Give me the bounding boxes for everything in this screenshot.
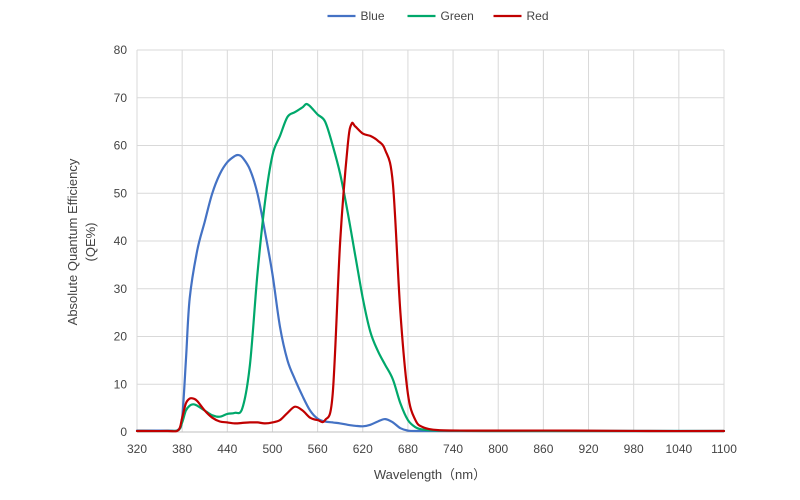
x-tick-label: 560 — [308, 442, 328, 456]
grid — [136, 49, 725, 433]
series-line-blue — [135, 153, 726, 433]
legend-item-green: Green — [407, 9, 474, 23]
legend-label: Red — [527, 9, 549, 23]
series-line-green — [135, 102, 726, 433]
y-tick-label: 60 — [114, 139, 128, 153]
y-axis-title-line-2: (QE%) — [83, 223, 98, 262]
x-tick-label: 800 — [488, 442, 508, 456]
x-tick-label: 860 — [533, 442, 553, 456]
x-tick-label: 680 — [398, 442, 418, 456]
series-line-red — [135, 121, 726, 433]
y-tick-label: 80 — [114, 43, 128, 57]
legend: Blue Green Red — [327, 9, 549, 23]
legend-label: Green — [441, 9, 474, 23]
x-tick-label: 740 — [443, 442, 463, 456]
x-tick-label: 920 — [579, 442, 599, 456]
y-axis-title-line-1: Absolute Quantum Efficiency — [65, 158, 80, 325]
x-tick-label: 1100 — [711, 442, 737, 456]
y-tick-label: 40 — [114, 234, 128, 248]
x-tick-label: 440 — [217, 442, 237, 456]
x-tick-label: 1040 — [665, 442, 692, 456]
y-tick-label: 20 — [114, 330, 128, 344]
y-tick-label: 10 — [114, 377, 128, 391]
x-axis-title: Wavelength（nm） — [374, 467, 486, 482]
x-tick-label: 380 — [172, 442, 192, 456]
legend-item-blue: Blue — [327, 9, 385, 23]
series-lines — [135, 102, 726, 433]
legend-item-red: Red — [493, 9, 549, 23]
x-tick-label: 500 — [262, 442, 282, 456]
y-tick-label: 30 — [114, 282, 128, 296]
x-tick-label: 320 — [127, 442, 147, 456]
y-tick-label: 70 — [114, 91, 128, 105]
x-tick-label: 620 — [353, 442, 373, 456]
axes: 320 380 440 500 560 620 680 740 800 860 920 980 1040… — [114, 43, 738, 456]
y-axis-title: Absolute Quantum Efficiency (QE%) — [65, 158, 98, 325]
y-tick-label: 50 — [114, 186, 128, 200]
y-tick-label: 0 — [120, 425, 127, 439]
legend-label: Blue — [361, 9, 385, 23]
x-tick-label: 980 — [624, 442, 644, 456]
